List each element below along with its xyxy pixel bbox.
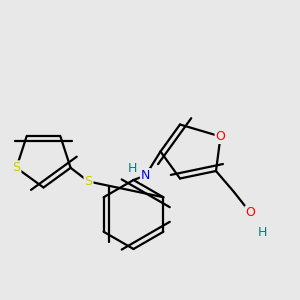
Text: O: O bbox=[246, 206, 255, 220]
Text: H: H bbox=[258, 226, 267, 239]
Text: O: O bbox=[216, 130, 225, 143]
Text: N: N bbox=[141, 169, 150, 182]
Text: H: H bbox=[127, 161, 137, 175]
Text: S: S bbox=[12, 161, 20, 174]
Text: S: S bbox=[85, 175, 92, 188]
